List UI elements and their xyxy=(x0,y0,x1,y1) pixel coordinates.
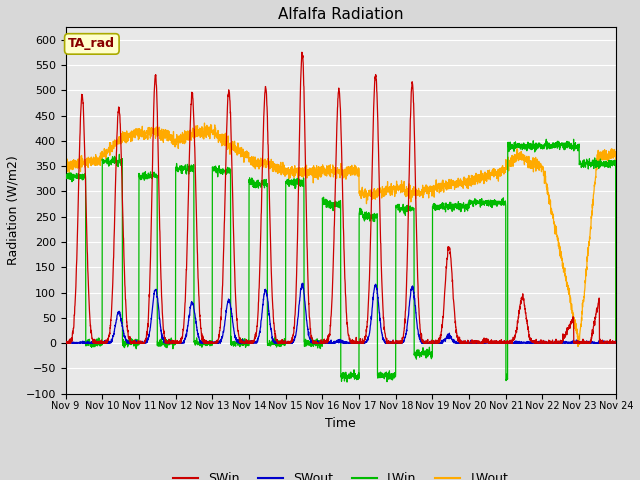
Legend: SWin, SWout, LWin, LWout: SWin, SWout, LWin, LWout xyxy=(168,467,513,480)
X-axis label: Time: Time xyxy=(325,417,356,430)
Text: TA_rad: TA_rad xyxy=(68,37,115,50)
Title: Alfalfa Radiation: Alfalfa Radiation xyxy=(278,7,403,22)
Y-axis label: Radiation (W/m2): Radiation (W/m2) xyxy=(7,156,20,265)
